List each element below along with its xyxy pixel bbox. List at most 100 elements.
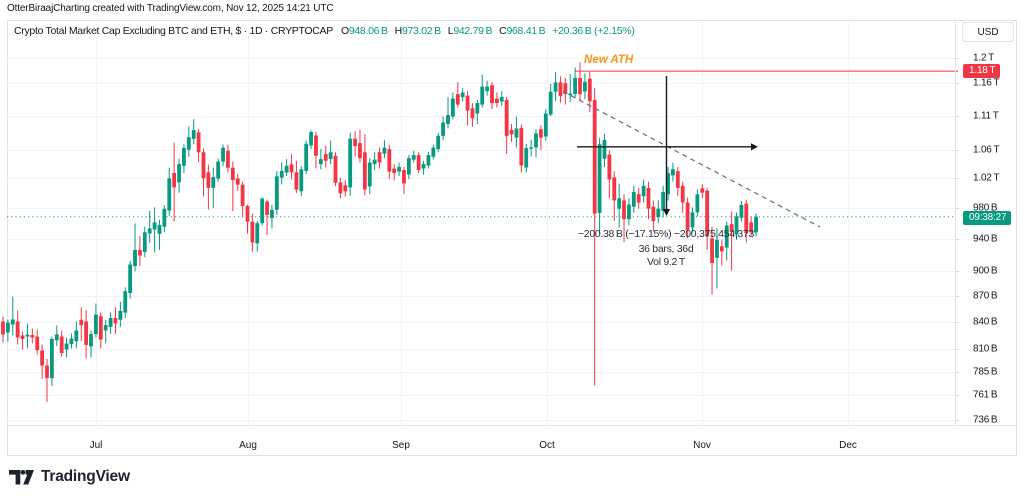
symbol-title[interactable]: Crypto Total Market Cap Excluding BTC an… <box>14 25 333 37</box>
candle-body <box>20 335 25 339</box>
candle-body <box>196 132 201 153</box>
candle-body <box>338 182 343 194</box>
price-tick-label: 736 B <box>973 414 998 426</box>
candle-body <box>45 365 49 379</box>
candle-body <box>98 316 103 340</box>
candle-body <box>103 325 108 331</box>
price-tick-label: 761 B <box>973 389 998 401</box>
currency-button[interactable]: USD <box>962 22 1014 42</box>
candle-body <box>548 91 553 115</box>
price-tick-mark <box>955 270 959 272</box>
candle-body <box>651 206 656 222</box>
candles-group[interactable] <box>1 62 758 402</box>
candle-body <box>113 318 118 324</box>
price-tick-mark <box>955 178 959 180</box>
candle-body <box>397 167 401 172</box>
candle-body <box>128 264 133 293</box>
candle-body <box>108 318 113 327</box>
candle-body <box>59 336 64 353</box>
candle-body <box>142 232 147 252</box>
down-arrow-head <box>662 209 671 216</box>
candle-body <box>5 322 10 333</box>
candle-body <box>15 321 20 338</box>
candle-body <box>710 238 714 263</box>
candle-body <box>416 155 421 171</box>
candle-body <box>270 209 274 219</box>
candle-body <box>724 225 729 248</box>
candle-body <box>69 338 74 345</box>
candle-body <box>480 86 485 105</box>
candle-body <box>455 94 460 105</box>
ohlc-item-O: O948.06 B <box>340 25 388 37</box>
price-tick-label: 840 B <box>973 316 998 328</box>
candle-body <box>441 122 445 136</box>
price-tick-label: 870 B <box>973 290 998 302</box>
candle-body <box>274 176 279 210</box>
price-tick-label: 785 B <box>973 366 998 378</box>
price-tick-mark <box>955 149 959 151</box>
candle-body <box>421 164 426 169</box>
candle-body <box>402 170 406 184</box>
tradingview-logo[interactable]: TradingView <box>9 468 130 486</box>
time-tick-label: Aug <box>239 440 257 451</box>
new-ath-annotation[interactable]: New ATH <box>584 54 634 66</box>
candle-body <box>157 224 162 234</box>
candle-body <box>294 172 299 190</box>
candle-body <box>524 148 529 168</box>
candle-body <box>607 154 612 180</box>
candle-body <box>568 93 573 96</box>
candle-body <box>587 78 592 102</box>
candle-body <box>539 129 543 138</box>
candle-body <box>235 178 240 185</box>
price-tick-label: 1.2 T <box>973 52 995 64</box>
price-tick-mark <box>955 115 959 117</box>
price-tick-mark <box>955 58 959 60</box>
time-tick-label: Jul <box>89 440 103 451</box>
candle-body <box>328 152 333 160</box>
measure-range-label: −200.38 B (−17.15%) −200,375,454,373 <box>577 227 755 240</box>
price-tick-mark <box>955 83 959 85</box>
candle-body <box>182 147 186 166</box>
ohlc-item-C: C968.41 B <box>499 25 546 37</box>
chart-legend[interactable]: Crypto Total Market Cap Excluding BTC an… <box>14 25 635 37</box>
candle-body <box>465 95 470 111</box>
candle-body <box>475 103 480 114</box>
candle-body <box>597 144 602 213</box>
candle-body <box>177 164 181 183</box>
candle-body <box>631 192 636 207</box>
candle-body <box>353 138 357 147</box>
price-axis-separator <box>955 20 956 426</box>
price-tick-label: 1.02 T <box>973 172 1000 184</box>
candle-body <box>89 334 93 347</box>
price-tick-mark <box>955 348 959 350</box>
candle-body <box>201 152 206 179</box>
candle-body <box>221 147 225 162</box>
chart-frame <box>7 20 1017 456</box>
price-tick-mark <box>955 321 959 323</box>
candle-body <box>348 138 353 188</box>
candle-body <box>255 223 260 244</box>
candle-body <box>499 97 504 102</box>
candle-body <box>167 178 172 211</box>
candle-body <box>617 198 622 209</box>
candle-body <box>490 85 494 104</box>
candle-body <box>675 171 680 188</box>
candle-body <box>656 208 661 218</box>
candle-body <box>534 133 538 148</box>
candle-body <box>367 162 372 187</box>
candle-body <box>685 202 690 230</box>
descending-trendline[interactable] <box>562 90 821 228</box>
candle-body <box>284 165 289 173</box>
candle-body <box>152 222 157 230</box>
candle-body <box>50 338 54 379</box>
ohlc-values: O948.06 B H973.02 B L942.79 B C968.41 B +20.… <box>341 25 635 37</box>
candle-body <box>299 169 304 192</box>
candle-body <box>240 184 245 206</box>
candle-body <box>519 127 524 166</box>
gridlines <box>7 20 955 426</box>
candle-body <box>323 154 328 161</box>
candle-body <box>40 350 45 366</box>
price-tick-mark <box>955 395 959 397</box>
candle-body <box>553 82 558 92</box>
